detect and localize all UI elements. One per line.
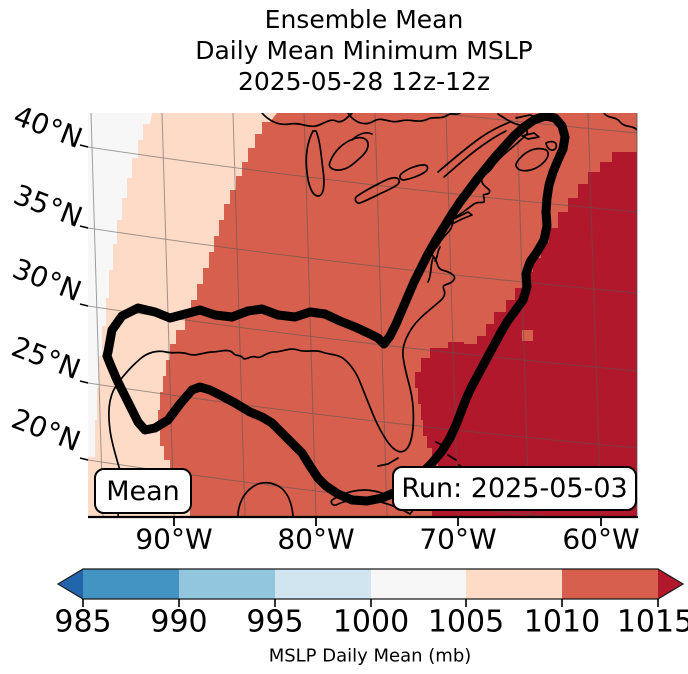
cb-tick-1000: 1000 [332,604,410,640]
lon-tick-80w: 80°W [277,522,355,556]
cb-tick-995: 995 [246,604,304,640]
grid-cell-artifact [464,331,477,344]
grid-cell-artifact [522,330,533,341]
coastline-lake-superior [261,113,353,128]
coastline-pei [521,132,540,140]
cb-tick-1010: 1010 [523,604,601,640]
coastline-nova-scotia [515,147,549,172]
colorbar-seg-990-995 [179,569,275,599]
title-line-2: Daily Mean Minimum MSLP [195,36,533,65]
coastline-lake-ontario [399,164,429,181]
colorbar-seg-1000-1005 [371,569,466,599]
colorbar-axis-label: MSLP Daily Mean (mb) [268,645,472,667]
colorbar-seg-1005-1010 [466,569,562,599]
cb-tick-985: 985 [54,604,112,640]
colorbar-under-arrow [58,569,83,599]
run-label-box: Run: 2025-05-03 [392,466,637,511]
coastline-bahamas [435,441,466,475]
map-axes [79,113,638,526]
coastline-lake-huron [328,136,369,171]
coastline-long-island [449,211,473,225]
colorbar-seg-985-990 [83,569,179,599]
coastline-lake-erie [354,176,401,204]
lon-tick-90w: 90°W [135,522,213,556]
coastline-georgian-bay [351,131,373,141]
coastline-cape-breton [545,140,558,151]
left-ticks [79,144,89,461]
title-line-1: Ensemble Mean [264,5,464,34]
member-label: Mean [106,475,180,507]
member-label-box: Mean [94,468,192,514]
coastline-delaware-bay [434,246,441,262]
coastline-yucatan [237,481,294,517]
coastline-florida-keys [377,457,399,467]
coastline-st-lawrence-south [443,130,507,178]
colorbar-seg-1010-1015 [562,569,658,599]
colorbar-ticks [82,599,659,607]
coastline-newfoundland [603,113,637,131]
cb-tick-1015: 1015 [616,604,688,640]
colorbar-over-arrow [658,569,683,599]
title-line-3: 2025-05-28 12z-12z [237,67,491,96]
coastline-mainland [108,113,529,517]
colorbar-seg-995-1000 [275,569,371,599]
colorbar [56,568,685,607]
coastline-canadian-shore [347,113,461,125]
pressure-contour [102,113,570,506]
coastline-st-lawrence-north [437,121,511,173]
bottom-ticks [173,518,602,526]
coastline-chesapeake [427,257,434,283]
lon-tick-60w: 60°W [562,522,640,556]
cb-tick-1005: 1005 [427,604,505,640]
cb-tick-990: 990 [150,604,208,640]
run-label: Run: 2025-05-03 [401,473,628,504]
lon-tick-70w: 70°W [419,522,497,556]
fill-band-1000-1005 [88,113,152,457]
coastline-lake-michigan [305,130,325,197]
figure-title: Ensemble Mean Daily Mean Minimum MSLP 20… [40,4,688,97]
